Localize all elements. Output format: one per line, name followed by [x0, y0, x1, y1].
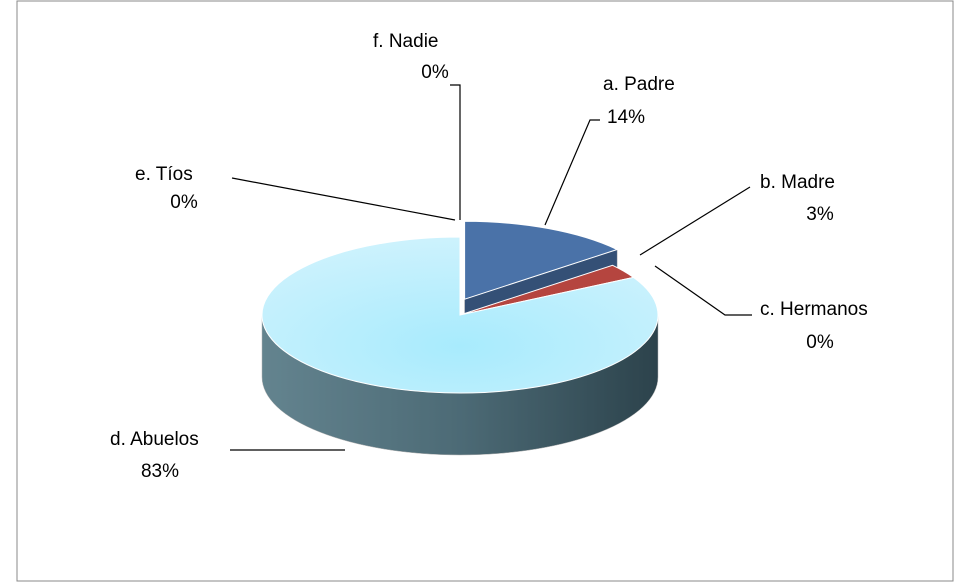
- slice-value: 0%: [421, 62, 449, 83]
- leader-line: [654, 265, 752, 316]
- slice: [261, 236, 659, 394]
- slice: [464, 220, 619, 300]
- slice-value: 14%: [607, 107, 645, 128]
- leader-line: [450, 84, 461, 220]
- slice-value: 0%: [170, 192, 198, 213]
- slice-label: f. Nadie: [373, 31, 438, 52]
- slice-label: a. Padre: [603, 74, 675, 95]
- slice-value: 3%: [806, 204, 834, 225]
- slice-value: 83%: [141, 461, 179, 482]
- leader-line: [544, 119, 600, 226]
- slice-label: c. Hermanos: [760, 299, 868, 320]
- leader-line: [639, 186, 751, 256]
- leader-line: [231, 177, 456, 221]
- slice-label: b. Madre: [760, 172, 835, 193]
- slice-label: e. Tíos: [135, 164, 193, 185]
- slice-label: d. Abuelos: [110, 429, 199, 450]
- slice-value: 0%: [806, 332, 834, 353]
